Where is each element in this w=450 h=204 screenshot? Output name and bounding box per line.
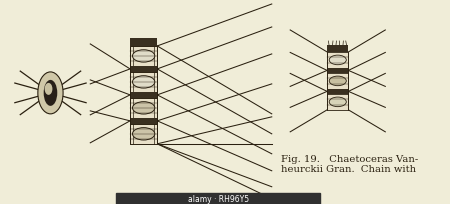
Ellipse shape [329,98,346,107]
Ellipse shape [132,128,155,140]
Bar [327,89,348,94]
Bar [327,94,348,110]
Text: alamy · RH96Y5: alamy · RH96Y5 [188,194,249,203]
Ellipse shape [132,76,155,89]
Bar [327,69,348,74]
Ellipse shape [45,83,52,95]
Bar [130,39,157,47]
Ellipse shape [38,73,63,114]
Bar [130,98,157,118]
Bar [130,92,157,98]
Ellipse shape [132,102,155,114]
Bar [130,67,157,73]
Ellipse shape [329,56,346,65]
Bar [130,118,157,124]
Ellipse shape [329,77,346,86]
Bar [327,74,348,89]
Ellipse shape [132,50,155,63]
Bar [130,73,157,92]
Text: Fig. 19.   Chaetoceras Van-
heurckii Gran.  Chain with: Fig. 19. Chaetoceras Van- heurckii Gran.… [281,154,418,173]
Bar [117,193,320,204]
Bar [327,53,348,69]
Ellipse shape [44,81,57,106]
Bar [130,47,157,67]
Bar [327,46,348,53]
Bar [130,124,157,144]
